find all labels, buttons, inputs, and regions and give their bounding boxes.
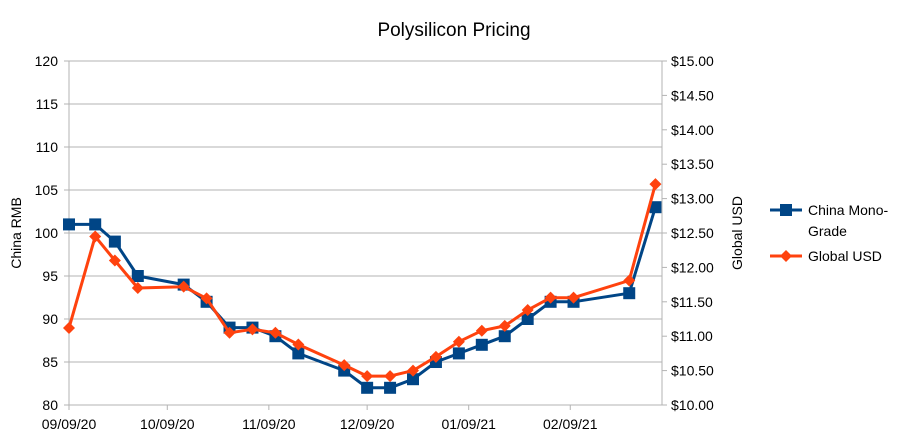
data-point — [623, 287, 636, 300]
data-point — [475, 324, 488, 337]
x-tick-label: 12/09/20 — [340, 416, 395, 432]
x-axis: 09/09/20 10/09/20 11/09/20 12/09/20 01/09/21… — [42, 405, 598, 432]
data-point — [649, 201, 662, 214]
data-point — [498, 330, 511, 343]
data-point — [521, 313, 534, 325]
left-tick-label: 110 — [36, 139, 59, 155]
legend: China Mono- Grade Global USD — [770, 202, 888, 264]
right-tick-label: $10.00 — [671, 397, 714, 413]
left-axis: 80 85 90 95 100 105 110 115 120 — [35, 53, 70, 413]
data-point — [429, 350, 442, 363]
data-point — [623, 274, 636, 287]
right-tick-label: $14.00 — [671, 122, 714, 138]
data-point — [384, 381, 397, 394]
right-axis-title: Global USD — [729, 196, 745, 270]
right-tick-label: $14.50 — [671, 87, 714, 103]
x-tick-label: 01/09/21 — [441, 416, 496, 432]
left-tick-label: 100 — [35, 225, 59, 241]
chart-title: Polysilicon Pricing — [377, 20, 530, 41]
right-tick-label: $11.00 — [671, 328, 713, 344]
data-point — [63, 321, 75, 334]
data-point — [108, 235, 121, 248]
left-tick-label: 85 — [42, 354, 58, 370]
data-point — [89, 218, 102, 231]
left-tick-label: 105 — [35, 182, 59, 198]
right-tick-label: $11.50 — [671, 294, 713, 310]
data-point — [361, 370, 374, 383]
data-point — [177, 280, 190, 293]
data-point — [544, 291, 557, 304]
data-point — [475, 338, 488, 351]
legend-label: Grade — [808, 223, 847, 239]
right-tick-label: $10.50 — [671, 363, 714, 379]
left-axis-title: China RMB — [8, 197, 24, 269]
left-tick-label: 95 — [42, 268, 58, 284]
gridlines — [69, 60, 662, 406]
left-tick-label: 90 — [42, 311, 58, 327]
data-point — [649, 178, 662, 191]
legend-item: Global USD — [770, 248, 882, 264]
data-point — [200, 292, 213, 305]
data-point — [131, 270, 144, 282]
x-tick-label: 02/09/21 — [543, 416, 598, 432]
data-point — [521, 304, 534, 317]
left-tick-label: 115 — [36, 96, 59, 112]
legend-label: Global USD — [808, 248, 882, 264]
data-point — [407, 364, 420, 377]
data-point — [361, 381, 374, 394]
data-point — [498, 319, 511, 332]
data-point — [246, 323, 259, 336]
right-tick-label: $12.00 — [671, 259, 714, 275]
right-tick-label: $15.00 — [671, 53, 714, 69]
right-axis: $10.00 $10.50 $11.00 $11.50 $12.00 $12.50 $13.… — [661, 53, 714, 413]
data-point — [223, 326, 236, 339]
legend-label: China Mono- — [808, 202, 888, 218]
x-tick-label: 10/09/20 — [140, 416, 195, 432]
x-tick-label: 09/09/20 — [42, 416, 97, 432]
left-tick-label: 80 — [42, 397, 58, 413]
data-point — [131, 282, 144, 295]
x-tick-label: 11/09/20 — [242, 416, 296, 432]
data-point — [292, 347, 305, 360]
right-tick-label: $13.00 — [671, 191, 714, 207]
data-point — [384, 370, 397, 383]
data-point — [108, 254, 121, 267]
left-tick-label: 120 — [35, 53, 59, 69]
data-point — [452, 335, 465, 348]
series-global-usd — [63, 178, 662, 383]
data-point — [269, 326, 282, 339]
data-point — [63, 218, 75, 231]
legend-swatch-marker — [780, 204, 792, 216]
data-point — [407, 373, 420, 386]
data-point — [89, 230, 102, 243]
legend-swatch-marker — [780, 250, 792, 262]
right-tick-label: $12.50 — [671, 225, 714, 241]
legend-item: China Mono- Grade — [770, 202, 888, 239]
data-point — [567, 291, 580, 304]
data-point — [452, 347, 465, 360]
right-tick-label: $13.50 — [671, 156, 714, 172]
plot-area — [63, 178, 662, 394]
data-point — [338, 359, 351, 372]
data-point — [292, 338, 305, 351]
